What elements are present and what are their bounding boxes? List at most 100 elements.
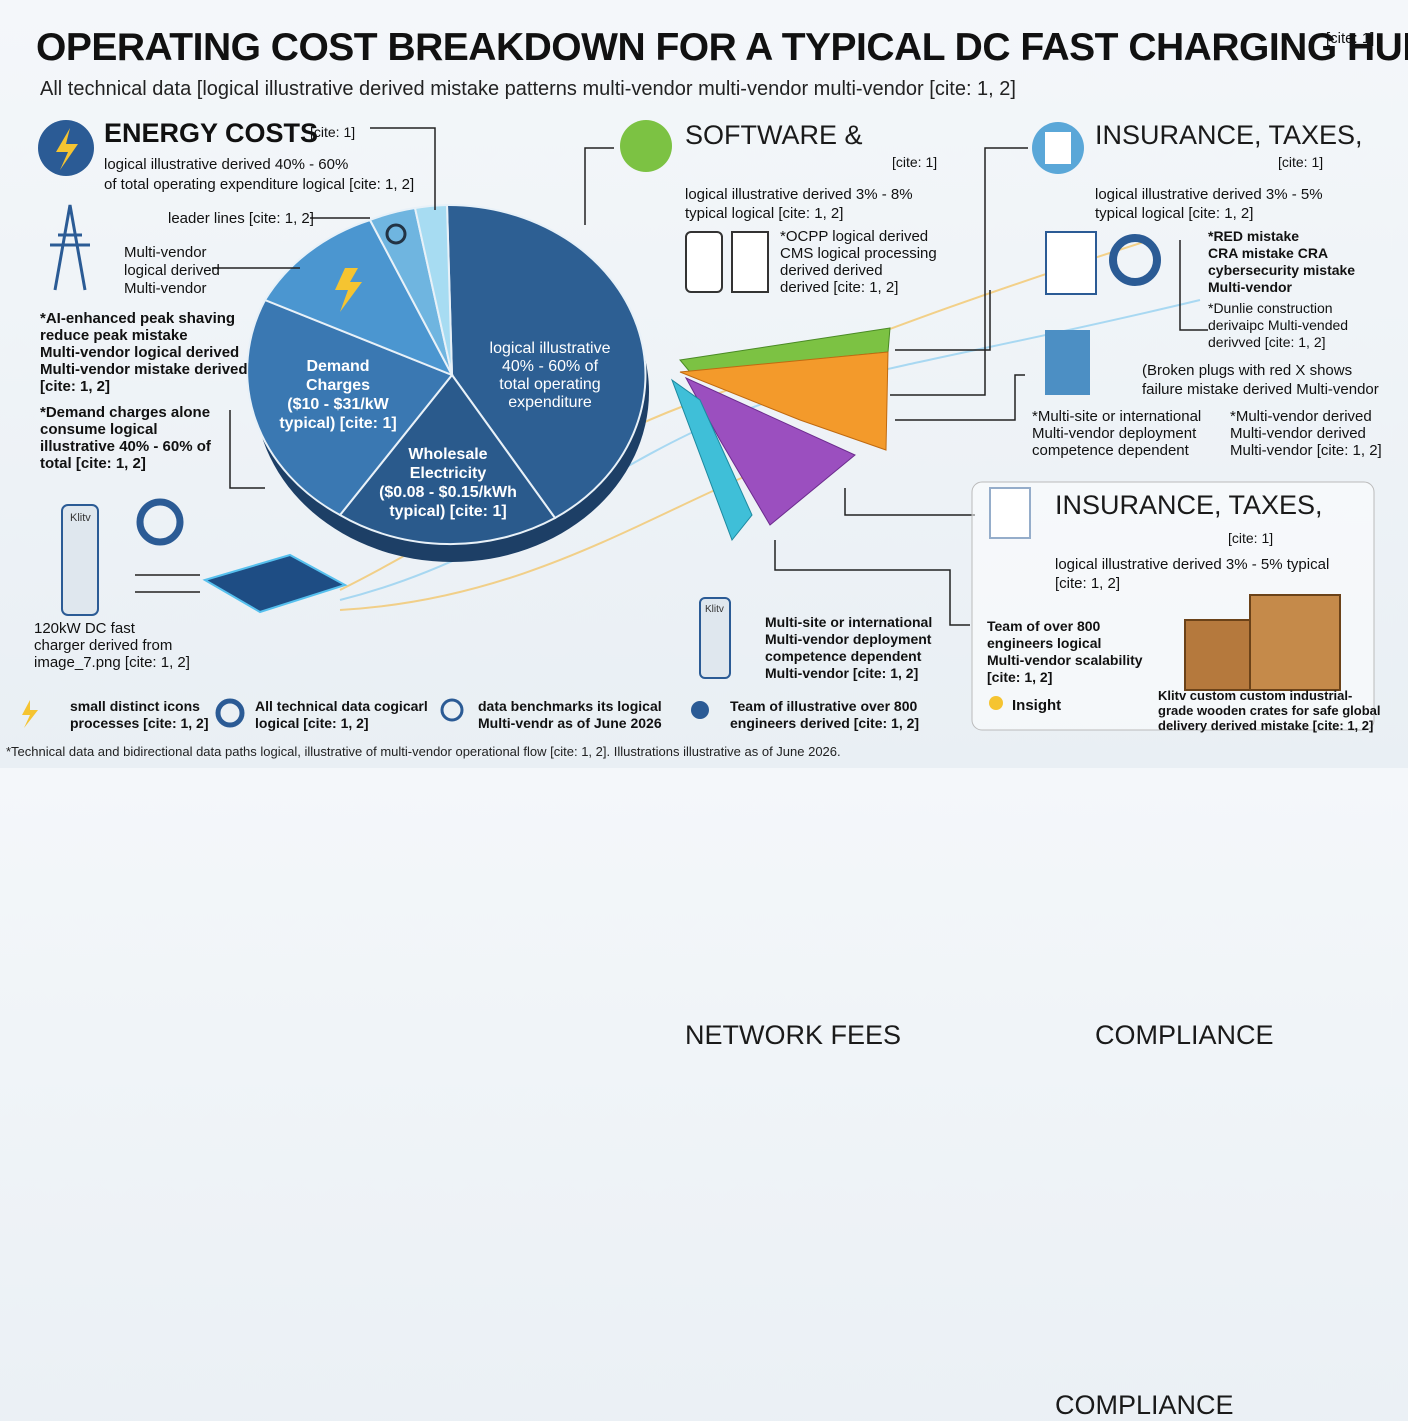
leader-lines — [212, 127, 1208, 626]
legend-text: data benchmarks its logical — [478, 698, 662, 714]
citation: [cite: 1] — [1278, 154, 1324, 170]
section-text: logical illustrative derived 3% - 8% — [685, 186, 913, 203]
legend-gear — [215, 698, 245, 728]
note: CRA mistake CRA — [1208, 245, 1329, 261]
note: [cite: 1, 2] — [40, 378, 111, 395]
pie-slice-energy — [263, 218, 455, 377]
note: derived [cite: 1, 2] — [780, 279, 899, 296]
server-icon — [731, 231, 769, 293]
legend-text: logical [cite: 1, 2] — [255, 715, 369, 731]
pie-label: total operating — [499, 376, 601, 393]
note: *Multi-site or international — [1032, 408, 1202, 425]
note: *Dunlie construction — [1208, 300, 1333, 316]
note: grade wooden crates for safe global — [1158, 703, 1381, 718]
arrows — [135, 574, 200, 593]
note: Multi-vendor — [1208, 279, 1292, 295]
note: Multi-vendor deployment — [1032, 425, 1197, 442]
gear-icon — [385, 223, 407, 245]
label: logical derived — [124, 262, 220, 279]
legend-text: All technical data cogicarl — [255, 698, 428, 714]
note: engineers logical — [987, 635, 1102, 651]
note: Team of over 800 — [987, 618, 1101, 634]
software-icon — [620, 120, 672, 172]
brand: Klitv — [705, 604, 724, 615]
section-text: logical illustrative derived 40% - 60% — [104, 156, 349, 173]
chip-icon — [202, 553, 348, 614]
bolt-icon — [335, 268, 362, 312]
pie-slice-light — [413, 203, 453, 376]
undefined: NETWORK FEES — [685, 1020, 902, 1050]
undefined: INSURANCE, TAXES, — [1095, 120, 1363, 150]
pie-slice-main — [445, 203, 647, 520]
note: derivaipc Multi-vended — [1208, 317, 1349, 333]
note: delivery derived mistake [cite: 1, 2] — [1158, 718, 1374, 733]
note: competence dependent — [1032, 442, 1189, 459]
section-text: typical logical [cite: 1, 2] — [1095, 205, 1254, 222]
gear-icon — [136, 498, 184, 546]
citation: [cite: 1] — [892, 154, 938, 170]
label: 120kW DC fast — [34, 620, 135, 637]
note: *Multi-vendor derived — [1230, 408, 1372, 425]
doc-icon — [1045, 231, 1097, 295]
note: [cite: 1, 2] — [987, 669, 1053, 685]
pie-label: Demand — [306, 358, 370, 375]
legend-bolt — [22, 700, 38, 728]
insight-icon — [989, 696, 1003, 710]
pie-label: ($10 - $31/kW — [287, 396, 389, 413]
note: Multi-vendor deployment — [765, 631, 932, 647]
label: leader lines [cite: 1, 2] — [168, 210, 314, 227]
note: derived derived — [780, 262, 883, 279]
section-text: of total operating expenditure logical [… — [104, 176, 415, 193]
legend-text: engineers derived [cite: 1, 2] — [730, 715, 920, 731]
note: consume logical — [40, 421, 158, 438]
undefined: SOFTWARE & — [685, 120, 863, 150]
label: Multi-vendor — [124, 244, 207, 261]
section-text: typical logical [cite: 1, 2] — [685, 205, 844, 222]
note: reduce peak mistake — [40, 327, 188, 344]
note: illustrative 40% - 60% of — [40, 438, 211, 455]
undefined: COMPLIANCE — [1055, 1390, 1234, 1420]
title: OPERATING COST BREAKDOWN FOR A TYPICAL D… — [36, 26, 1408, 69]
legend-text: Multi-vendr as of June 2026 — [478, 715, 662, 731]
pie — [246, 203, 647, 546]
note: Multi-site or international — [765, 614, 933, 630]
pie-label: Wholesale — [408, 446, 488, 463]
legend-text: small distinct icons — [70, 698, 200, 714]
section-text: logical illustrative derived 3% - 5% — [1095, 186, 1323, 203]
brand: Klitv — [70, 512, 91, 524]
pie-label: 40% - 60% of — [501, 358, 599, 375]
legend-team — [691, 701, 709, 719]
legend-text: Team of illustrative over 800 — [730, 698, 918, 714]
pie-label: Charges — [305, 377, 371, 394]
charger-icon — [699, 597, 731, 679]
undefined: COMPLIANCE — [1095, 1020, 1274, 1050]
citation: [cite: 1] — [1228, 530, 1274, 546]
note: Multi-vendor mistake derived — [40, 361, 248, 378]
note: *Demand charges alone — [40, 404, 211, 421]
legend-search — [440, 698, 464, 722]
section-text: [cite: 1, 2] — [1055, 575, 1121, 592]
energy-bolt — [56, 128, 78, 170]
label: charger derived from — [34, 637, 173, 654]
note: CMS logical processing — [780, 245, 937, 262]
slice-insurance — [679, 351, 889, 451]
crates-icon — [1184, 594, 1341, 691]
slice-other — [670, 378, 753, 541]
note: Multi-vendor [cite: 1, 2] — [1230, 442, 1382, 459]
pie-label: ($0.08 - $0.15/kWh — [379, 484, 517, 501]
label: image_7.png [cite: 1, 2] — [34, 654, 190, 671]
pie-label: expenditure — [508, 394, 592, 411]
note: total [cite: 1, 2] — [40, 455, 146, 472]
pie-label: Electricity — [409, 465, 487, 482]
pie-slice-demand — [246, 298, 454, 517]
note: competence dependent — [765, 648, 922, 664]
legend-text: processes [cite: 1, 2] — [70, 715, 209, 731]
illustration — [22, 120, 1375, 731]
note: Multi-vendor logical derived — [40, 344, 240, 361]
pie-slice-wholesale — [338, 373, 557, 546]
citation: [cite: 1] — [310, 124, 356, 140]
charger-icon — [61, 504, 99, 616]
pie-label: typical) [cite: 1] — [389, 503, 507, 520]
note: failure mistake derived Multi-vendor — [1142, 381, 1379, 398]
